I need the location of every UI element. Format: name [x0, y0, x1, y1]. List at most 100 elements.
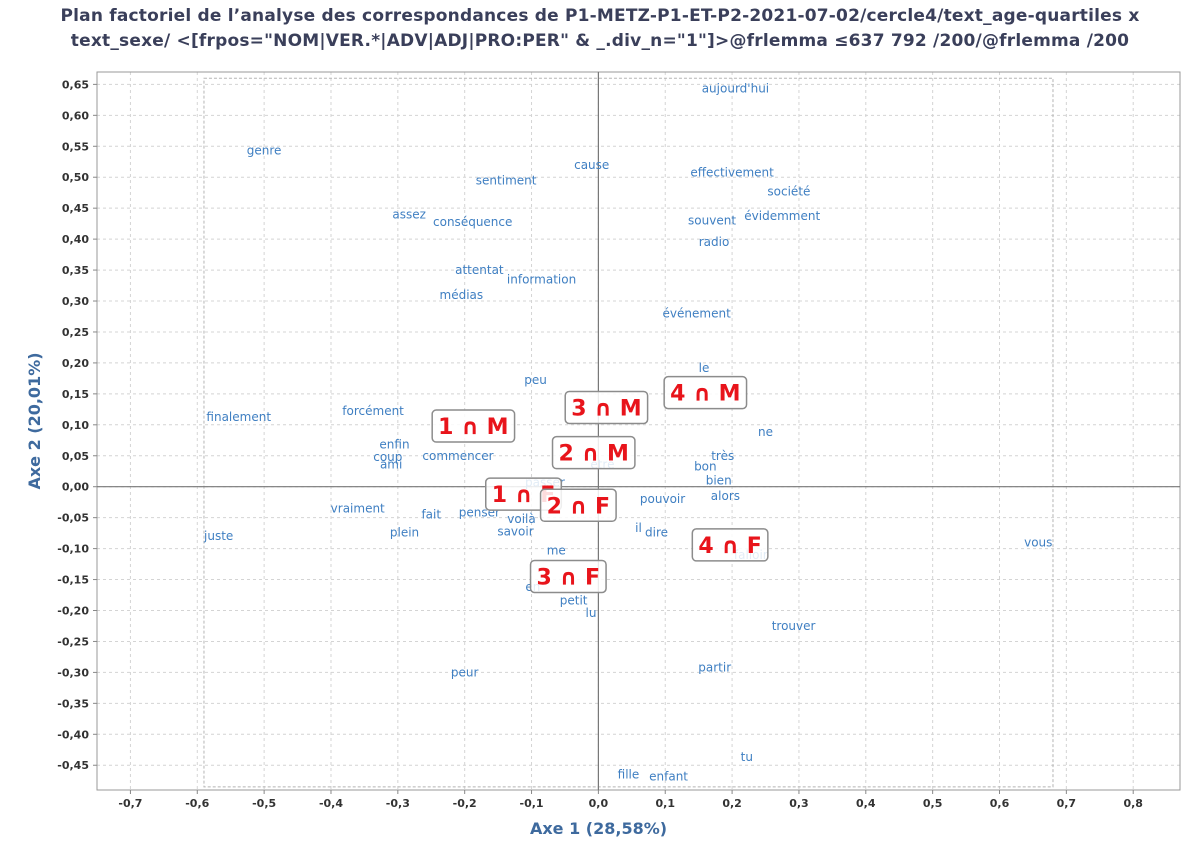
- x-tick-label: 0,2: [722, 797, 742, 810]
- x-tick-label: 0,8: [1123, 797, 1143, 810]
- y-tick-label: 0,05: [62, 450, 89, 463]
- y-tick-label: -0,35: [57, 697, 89, 710]
- point-label: fait: [421, 508, 441, 522]
- category-box-frame: [691, 528, 769, 562]
- category-label: 4 ∩ M: [670, 382, 740, 407]
- y-tick-label: -0,10: [57, 543, 89, 556]
- point-label: coup: [373, 450, 402, 464]
- y-tick-label: 0,40: [62, 233, 89, 246]
- category-label: 3 ∩ F: [537, 565, 601, 590]
- point-label: me: [547, 543, 566, 557]
- y-tick-label: -0,20: [57, 605, 89, 618]
- point-label: radio: [699, 235, 730, 249]
- point-label: trouver: [772, 619, 816, 633]
- point-label: société: [767, 184, 810, 198]
- category-box: 2 ∩ F: [539, 488, 617, 523]
- x-tick-label: -0,6: [185, 797, 209, 810]
- point-label: sentiment: [476, 173, 537, 187]
- point-label: vraiment: [331, 501, 385, 515]
- point-label: pouvoir: [640, 492, 685, 506]
- point-label: vous: [1024, 535, 1052, 549]
- point-label: juste: [203, 529, 233, 543]
- point-label: médias: [440, 288, 484, 302]
- category-label: 2 ∩ F: [547, 494, 611, 519]
- point-label: attentat: [455, 263, 504, 277]
- y-tick-label: 0,55: [62, 140, 89, 153]
- point-label: très: [711, 449, 734, 463]
- point-label: enfant: [649, 769, 688, 783]
- point-label: peur: [451, 665, 479, 679]
- category-label: 3 ∩ M: [571, 396, 641, 421]
- point-label: alors: [711, 489, 740, 503]
- point-label: voilà: [507, 512, 535, 526]
- y-tick-label: 0,35: [62, 264, 89, 277]
- y-tick-label: -0,05: [57, 512, 89, 525]
- point-label: enfin: [379, 438, 409, 452]
- y-tick-label: -0,40: [57, 728, 89, 741]
- point-label: cause: [574, 158, 609, 172]
- x-tick-label: -0,1: [520, 797, 544, 810]
- point-label: ami: [380, 457, 402, 471]
- point-label: événement: [663, 306, 732, 320]
- category-box: 3 ∩ F: [529, 559, 607, 594]
- point-label: le: [699, 361, 710, 375]
- x-tick-label: 0,3: [789, 797, 809, 810]
- category-label: 4 ∩ F: [698, 534, 762, 559]
- category-label: 1 ∩ M: [438, 415, 508, 440]
- point-label: partir: [698, 660, 731, 674]
- point-label: commencer: [422, 449, 493, 463]
- chart-title-line-2: text_sexe/ <[frpos="NOM|VER.*|ADV|ADJ|PR…: [70, 31, 1130, 51]
- point-label: savoir: [497, 524, 533, 538]
- category-box: 1 ∩ M: [431, 409, 516, 443]
- word-points: aujourd'hui genre cause effectivement sentim…: [203, 82, 1052, 784]
- category-box-frame: [431, 409, 516, 443]
- y-tick-label: 0,50: [62, 171, 89, 184]
- point-label: assez: [392, 207, 426, 221]
- point-label: tu: [741, 750, 753, 764]
- category-labels: 1 ∩ M3 ∩ M4 ∩ M2 ∩ M1 ∩ F2 ∩ F4 ∩ F3 ∩ F: [431, 375, 769, 594]
- tick-labels: -0,7 -0,6 -0,5 -0,4 -0,3 -0,2 -0,1 0,0 0,1 0,2 0,3…: [57, 78, 1143, 810]
- grid: [97, 72, 1180, 790]
- point-label: peu: [524, 373, 547, 387]
- y-tick-label: 0,25: [62, 326, 89, 339]
- category-box: 3 ∩ M: [564, 390, 649, 425]
- inner-frame: [203, 77, 1054, 788]
- x-tick-label: -0,5: [252, 797, 276, 810]
- x-tick-label: 0,1: [655, 797, 675, 810]
- y-tick-label: 0,15: [62, 388, 89, 401]
- point-label: bien: [706, 474, 732, 488]
- y-tick-label: 0,30: [62, 295, 89, 308]
- y-tick-label: 0,65: [62, 78, 89, 91]
- category-box: 2 ∩ M: [551, 435, 636, 470]
- y-tick-label: 0,20: [62, 357, 89, 370]
- x-tick-label: -0,7: [118, 797, 142, 810]
- category-box-frame: [539, 488, 617, 523]
- point-label: évidemment: [744, 209, 820, 223]
- y-tick-label: 0,60: [62, 109, 89, 122]
- point-label: ne: [758, 425, 773, 439]
- x-tick-label: 0,6: [990, 797, 1010, 810]
- point-label: effectivement: [690, 165, 774, 179]
- point-label: dire: [645, 526, 668, 540]
- point-label: information: [507, 272, 576, 286]
- point-label: forcément: [342, 404, 404, 418]
- point-label: il: [635, 521, 642, 535]
- point-label: fille: [618, 768, 640, 782]
- x-tick-label: 0,5: [923, 797, 943, 810]
- category-label: 2 ∩ M: [559, 442, 629, 467]
- y-tick-label: 0,10: [62, 419, 89, 432]
- x-tick-label: -0,2: [453, 797, 477, 810]
- category-box-frame: [529, 559, 607, 594]
- x-tick-label: 0,4: [856, 797, 876, 810]
- point-label: finalement: [206, 410, 271, 424]
- point-label: souvent: [688, 214, 736, 228]
- category-box-frame: [551, 435, 636, 470]
- category-box-frame: [663, 375, 748, 410]
- y-tick-label: -0,15: [57, 574, 89, 587]
- plot-frame: [96, 71, 1181, 791]
- point-label: plein: [390, 526, 419, 540]
- point-label: aujourd'hui: [702, 82, 769, 96]
- y-tick-label: -0,25: [57, 635, 89, 648]
- y-tick-label: 0,45: [62, 202, 89, 215]
